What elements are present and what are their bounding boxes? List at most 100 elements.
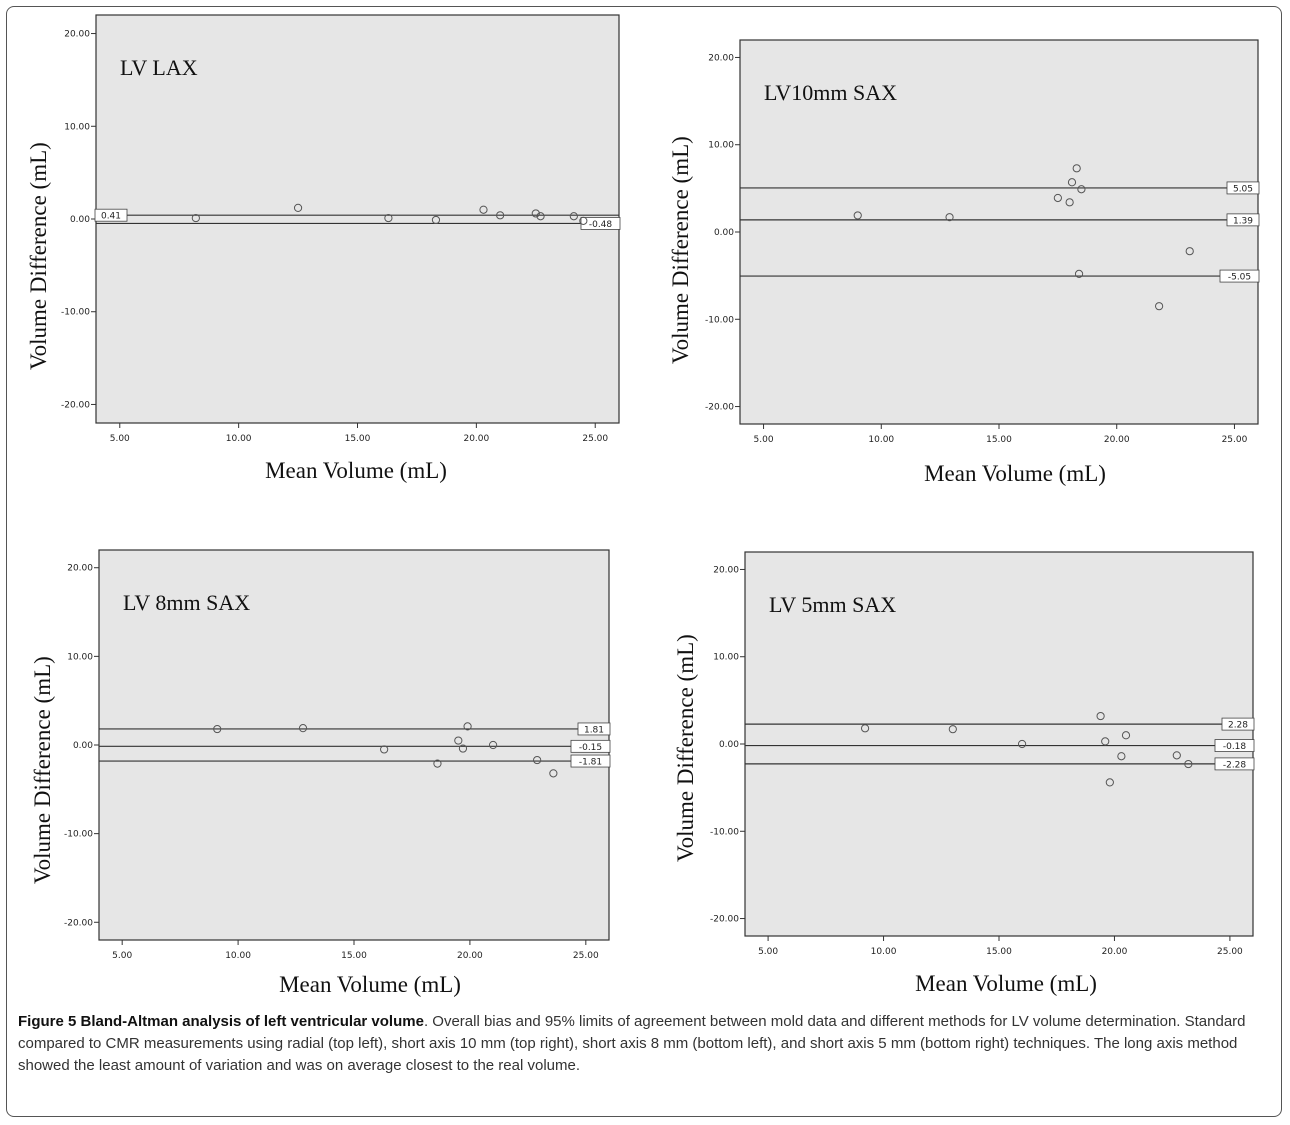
x-tick-label: 10.00 <box>871 947 897 957</box>
data-point <box>191 213 200 223</box>
data-point <box>1185 247 1194 256</box>
y-tick-label: 0.00 <box>73 741 93 751</box>
data-point <box>533 755 542 765</box>
reference-line-label-box <box>1219 269 1260 283</box>
reference-line-label: -2.28 <box>1223 760 1247 770</box>
reference-line-label-box <box>577 722 611 736</box>
y-tick-label: -10.00 <box>705 315 734 325</box>
reference-line-label: -0.48 <box>589 220 613 230</box>
data-point <box>431 215 441 225</box>
reference-line-label-box <box>1226 181 1260 195</box>
y-tick-label: 20.00 <box>67 564 93 574</box>
chart-title: LV 5mm SAX <box>769 592 896 617</box>
data-point <box>1105 778 1114 787</box>
data-point <box>853 211 862 220</box>
plot-area <box>739 39 1259 425</box>
data-point <box>531 209 540 218</box>
data-point <box>463 722 472 731</box>
y-tick-label: -20.00 <box>64 918 93 928</box>
reference-line-label: 1.81 <box>584 725 604 735</box>
x-tick-label: 5.00 <box>112 951 132 961</box>
x-tick-label: 15.00 <box>986 435 1012 445</box>
x-axis-label: Mean Volume (mL) <box>265 458 447 483</box>
chart-title: LV 8mm SAX <box>123 590 250 615</box>
data-point <box>1184 759 1193 769</box>
y-tick-label: -20.00 <box>705 403 734 413</box>
data-point <box>213 724 222 734</box>
x-tick-label: 5.00 <box>758 947 778 957</box>
data-point <box>549 769 558 778</box>
x-tick-label: 25.00 <box>573 951 599 961</box>
data-point <box>579 216 588 225</box>
chart-lv-5mm-sax: 20.00 10.00 0.00 -10.00 -20.00 5.00 10.00 15.00… <box>673 551 1255 996</box>
reference-line-label-box <box>94 208 128 222</box>
x-tick-label: 5.00 <box>110 434 130 444</box>
reference-line-label-box <box>570 739 611 753</box>
data-point <box>496 211 505 220</box>
y-tick-label: 10.00 <box>708 141 734 151</box>
chart-lv-10mm-sax-svg: 20.00 10.00 0.00 -10.00 -20.00 5.00 10.00 15.00… <box>705 39 1260 445</box>
chart-lv-8mm-sax: 20.00 10.00 0.00 -10.00 -20.00 5.00 10.00 15.00… <box>0 0 640 1010</box>
y-tick-label: -10.00 <box>710 827 739 837</box>
y-tick-label: 10.00 <box>67 652 93 662</box>
x-tick-label: 25.00 <box>1222 435 1248 445</box>
y-tick-label: -20.00 <box>61 400 90 410</box>
x-tick-label: 20.00 <box>1102 947 1128 957</box>
data-point <box>384 213 393 223</box>
x-tick-label: 15.00 <box>986 947 1012 957</box>
reference-line-label: -0.15 <box>579 743 602 753</box>
data-point <box>380 745 389 754</box>
y-tick-label: 20.00 <box>708 53 734 63</box>
reference-line-label: -5.05 <box>1228 273 1251 283</box>
reference-line-label-box <box>1226 213 1260 227</box>
y-tick-label: 10.00 <box>713 653 739 663</box>
y-tick-label: 0.00 <box>719 740 739 750</box>
data-point <box>488 740 498 750</box>
x-tick-label: 10.00 <box>225 951 251 961</box>
data-point <box>1065 198 1074 207</box>
data-point <box>1172 751 1181 760</box>
y-tick-label: 0.00 <box>70 215 90 225</box>
reference-line-label: 2.28 <box>1228 721 1248 731</box>
data-point <box>1096 711 1105 721</box>
data-point <box>1121 731 1131 740</box>
chart-lv-10mm-sax: 20.00 10.00 0.00 -10.00 -20.00 5.00 10.00 15.00… <box>0 0 1290 500</box>
caption-heading: Figure 5 Bland-Altman analysis of left v… <box>18 1013 424 1030</box>
y-tick-label: -20.00 <box>710 915 739 925</box>
data-point <box>948 725 957 734</box>
chart-lv-5mm-sax-svg: 20.00 10.00 0.00 -10.00 -20.00 5.00 10.00 15.00… <box>710 551 1255 957</box>
data-point <box>293 203 303 212</box>
reference-line-label-box <box>1214 739 1255 752</box>
reference-line-label-box <box>1221 717 1255 731</box>
data-point <box>458 744 468 753</box>
data-point <box>1067 178 1077 187</box>
reference-line-label: 0.41 <box>101 212 121 222</box>
y-tick-label: 0.00 <box>714 228 734 238</box>
x-tick-label: 10.00 <box>868 435 894 445</box>
caption-body: . Overall bias and 95% limits of agreeme… <box>18 1013 1246 1074</box>
y-tick-label: 20.00 <box>64 30 90 40</box>
x-tick-label: 20.00 <box>463 434 489 444</box>
x-tick-label: 15.00 <box>341 951 367 961</box>
x-axis-label: Mean Volume (mL) <box>915 971 1097 996</box>
chart-lv-lax-svg: 20.00 10.00 0.00 -10.00 -20.00 5.00 10.00 15.00… <box>61 14 621 444</box>
data-point <box>1074 269 1084 278</box>
chart-lv-lax: 20.00 10.00 0.00 -10.00 -20.00 5.00 10.00 15.00… <box>0 0 640 500</box>
data-point <box>298 724 308 733</box>
reference-line-label: -0.18 <box>1223 742 1247 752</box>
y-tick-label: 10.00 <box>64 122 90 132</box>
data-point <box>1117 752 1126 761</box>
x-tick-label: 25.00 <box>582 434 608 444</box>
plot-area <box>744 551 1254 937</box>
data-point <box>536 212 545 221</box>
reference-line-label-box <box>1214 757 1255 771</box>
x-tick-label: 5.00 <box>754 435 774 445</box>
data-point <box>945 213 954 222</box>
reference-line-label: -1.81 <box>579 758 602 768</box>
reference-line-label: 1.39 <box>1233 216 1253 226</box>
data-point <box>433 759 442 768</box>
data-point <box>454 736 463 745</box>
x-axis-label: Mean Volume (mL) <box>924 461 1106 486</box>
data-point <box>1155 302 1164 311</box>
x-axis-label: Mean Volume (mL) <box>279 972 461 997</box>
